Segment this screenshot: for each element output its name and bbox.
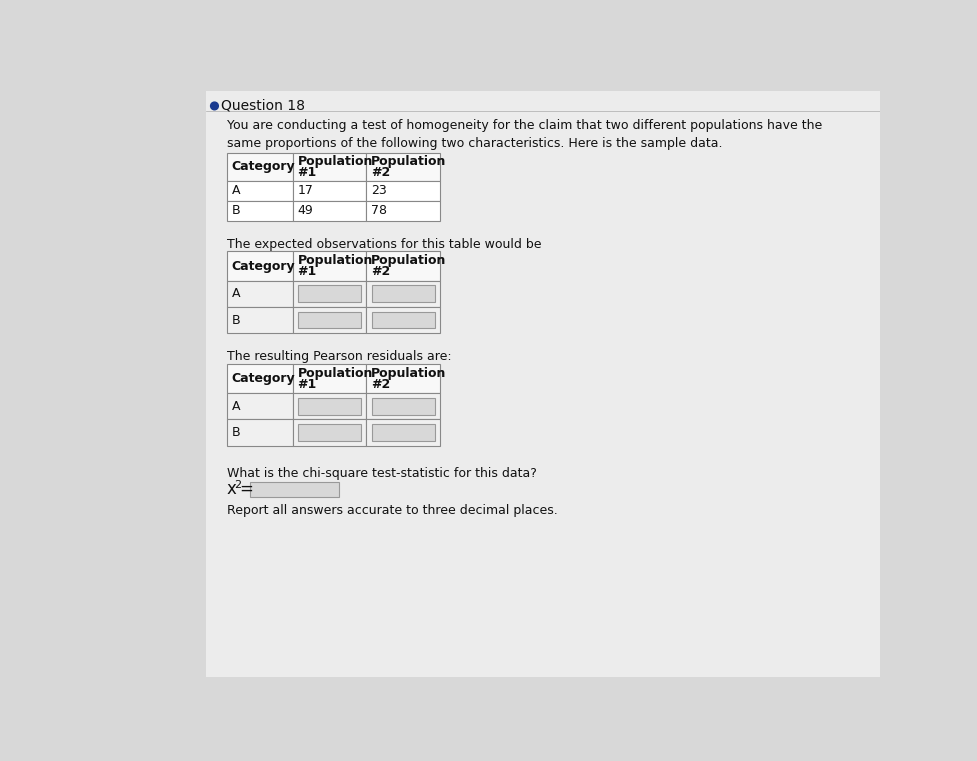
Text: =: = xyxy=(239,479,253,498)
Text: What is the chi-square test-statistic for this data?: What is the chi-square test-statistic fo… xyxy=(227,467,536,480)
Text: #2: #2 xyxy=(370,266,390,279)
Text: 49: 49 xyxy=(297,204,313,217)
Bar xyxy=(371,311,434,329)
Bar xyxy=(227,281,292,307)
Bar xyxy=(292,419,366,445)
Bar xyxy=(227,419,292,445)
Text: #2: #2 xyxy=(370,166,390,179)
Text: 17: 17 xyxy=(297,184,313,197)
Text: B: B xyxy=(232,426,240,439)
Text: B: B xyxy=(232,314,240,326)
Bar xyxy=(298,311,361,329)
Bar xyxy=(371,424,434,441)
Text: Population: Population xyxy=(370,367,446,380)
Text: x: x xyxy=(227,479,236,498)
Text: The expected observations for this table would be: The expected observations for this table… xyxy=(227,237,541,250)
Bar xyxy=(250,482,339,497)
Bar xyxy=(366,251,440,281)
Text: A: A xyxy=(232,288,239,301)
Bar xyxy=(227,393,292,419)
Bar xyxy=(371,285,434,302)
Bar xyxy=(292,180,366,201)
Text: Category: Category xyxy=(232,161,295,174)
Text: Category: Category xyxy=(232,372,295,385)
Text: Population: Population xyxy=(370,155,446,168)
Bar xyxy=(366,419,440,445)
Bar xyxy=(292,307,366,333)
Text: 78: 78 xyxy=(370,204,387,217)
Bar xyxy=(292,281,366,307)
Text: #2: #2 xyxy=(370,378,390,391)
Bar xyxy=(366,180,440,201)
Bar xyxy=(292,201,366,221)
Text: Population: Population xyxy=(370,254,446,267)
Text: Category: Category xyxy=(232,260,295,272)
Circle shape xyxy=(210,102,218,110)
Text: #1: #1 xyxy=(297,266,317,279)
Text: 23: 23 xyxy=(370,184,386,197)
Text: You are conducting a test of homogeneity for the claim that two different popula: You are conducting a test of homogeneity… xyxy=(227,119,822,150)
Bar xyxy=(292,251,366,281)
Bar xyxy=(298,285,361,302)
Text: A: A xyxy=(232,400,239,412)
Bar xyxy=(366,201,440,221)
Bar xyxy=(227,180,292,201)
Bar xyxy=(366,307,440,333)
Bar xyxy=(227,251,292,281)
Text: Question 18: Question 18 xyxy=(221,99,305,113)
Bar xyxy=(366,153,440,180)
Text: A: A xyxy=(232,184,239,197)
Text: The resulting Pearson residuals are:: The resulting Pearson residuals are: xyxy=(227,350,451,363)
Bar xyxy=(366,393,440,419)
Text: Population: Population xyxy=(297,367,372,380)
Bar xyxy=(298,424,361,441)
Text: B: B xyxy=(232,204,240,217)
Bar xyxy=(371,398,434,415)
Bar xyxy=(227,364,292,393)
Bar xyxy=(227,307,292,333)
Text: #1: #1 xyxy=(297,378,317,391)
Text: 2: 2 xyxy=(234,479,241,490)
Bar xyxy=(206,91,879,677)
Text: #1: #1 xyxy=(297,166,317,179)
Bar xyxy=(366,281,440,307)
Text: Population: Population xyxy=(297,254,372,267)
Bar xyxy=(292,364,366,393)
Bar xyxy=(292,393,366,419)
Text: Report all answers accurate to three decimal places.: Report all answers accurate to three dec… xyxy=(227,504,557,517)
Bar xyxy=(227,201,292,221)
Bar xyxy=(298,398,361,415)
Text: Population: Population xyxy=(297,155,372,168)
Bar xyxy=(366,364,440,393)
Bar xyxy=(227,153,292,180)
Bar xyxy=(292,153,366,180)
